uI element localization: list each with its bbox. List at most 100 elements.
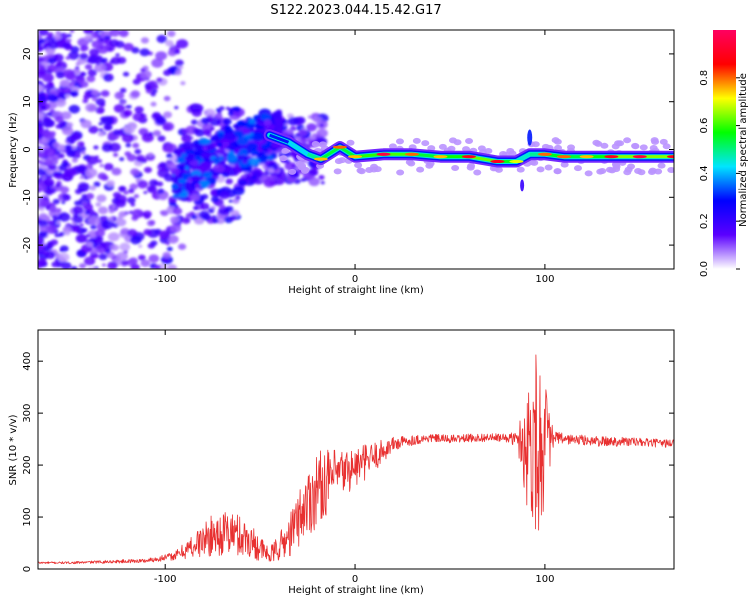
y-tick-label: 200: [22, 456, 33, 475]
spectrogram-noise-blob: [75, 229, 81, 234]
spectrogram-halo-blob: [281, 147, 290, 154]
spectrogram-noise-blob: [106, 180, 115, 187]
spectrogram-noise-blob: [38, 168, 45, 176]
spectrogram-noise-blob: [85, 234, 91, 238]
spectrogram-noise-blob: [152, 130, 162, 137]
spectrogram-noise-blob: [66, 38, 72, 43]
spectrogram-noise-blob: [62, 159, 68, 164]
spectrogram-cluster-blob: [181, 153, 188, 158]
spectrogram-noise-blob: [154, 264, 161, 269]
spectrogram-noise-blob: [77, 182, 90, 192]
spectrogram-halo-blob: [466, 164, 475, 171]
spectrogram-noise-blob: [85, 193, 95, 200]
spectrogram-ridge-peak: [604, 155, 619, 159]
spectrogram-noise-blob: [192, 190, 197, 195]
spectrogram-noise-blob: [112, 191, 121, 199]
spectrogram-noise-blob: [125, 143, 132, 148]
spectrogram-noise-blob: [207, 208, 215, 214]
colorbar-label: Normalized spectral amplitude: [738, 73, 749, 227]
spectrogram-halo-blob: [623, 137, 632, 144]
spectrogram-halo-blob: [338, 157, 347, 164]
spectrogram-noise-blob: [190, 214, 198, 220]
spectrogram-cluster-blob: [178, 166, 185, 171]
spectrogram-ridge-peak: [579, 155, 594, 159]
spectrogram-cluster-blob: [182, 141, 195, 151]
spectrogram-noise-blob: [286, 128, 294, 134]
spectrogram-noise-blob: [152, 88, 158, 94]
spectrogram-halo-blob: [346, 139, 355, 146]
spectrogram-noise-blob: [316, 128, 328, 138]
spectrogram-noise-blob: [47, 32, 54, 38]
snr-background: [38, 330, 674, 569]
spectrogram-noise-blob: [75, 66, 80, 70]
spectrogram-noise-blob: [81, 194, 88, 199]
spectrogram-noise-blob: [210, 196, 220, 203]
spectrogram-cluster-blob: [222, 141, 230, 147]
spectrogram-noise-blob: [52, 34, 62, 41]
spectrogram-noise-blob: [99, 116, 108, 123]
spectrogram-halo-blob: [573, 165, 582, 172]
spectrogram-halo-blob: [395, 138, 404, 145]
spectrogram-noise-blob: [99, 37, 105, 42]
spectrogram-halo-blob: [560, 161, 569, 168]
spectrogram-noise-blob: [66, 122, 74, 128]
spectrogram-noise-blob: [95, 106, 105, 114]
x-tick-label: 0: [352, 574, 358, 585]
spectrogram-halo-blob: [654, 168, 663, 175]
spectrogram-halo-blob: [462, 146, 471, 153]
spectrogram-noise-blob: [50, 131, 56, 136]
spectrogram-noise-blob: [54, 115, 64, 123]
spectrogram-halo-blob: [530, 159, 539, 166]
spectrogram-halo-blob: [667, 167, 674, 174]
spectrogram-cluster-blob: [219, 159, 226, 165]
spectrogram-noise-blob: [64, 230, 71, 236]
spectrogram-noise-blob: [140, 113, 145, 117]
spectrogram-noise-blob: [98, 122, 103, 126]
spectrogram-noise-blob: [95, 98, 106, 106]
spectrogram-noise-blob: [74, 200, 81, 206]
x-tick-label: 100: [535, 274, 554, 285]
spectrogram-ridge-peak: [490, 159, 505, 164]
spectrogram-noise-blob: [97, 172, 107, 180]
spectrogram-noise-blob: [70, 266, 78, 269]
spectrogram-noise-blob: [39, 198, 50, 207]
spectrogram-halo-blob: [662, 143, 671, 150]
spectrogram-noise-blob: [300, 177, 306, 182]
spectrogram-noise-blob: [190, 194, 200, 202]
colorbar-tick-label: 0.2: [699, 213, 710, 229]
spectrogram-noise-blob: [123, 42, 134, 52]
colorbar-gradient: [713, 30, 736, 269]
spectrogram-noise-blob: [298, 129, 308, 137]
spectrogram-noise-blob: [287, 117, 299, 126]
spectrogram-noise-blob: [200, 117, 210, 125]
spectrogram-ridge-peak: [509, 159, 524, 164]
spectrogram-noise-blob: [90, 224, 97, 230]
spectrogram-noise-blob: [62, 226, 72, 234]
spectrogram-noise-blob: [89, 48, 100, 57]
spectrogram-ridge-peak: [405, 152, 420, 156]
spectrogram-halo-blob: [473, 169, 482, 176]
spectrogram-cluster-blob: [225, 132, 237, 141]
spectrogram-halo-blob: [584, 170, 593, 177]
x-tick-label: 100: [535, 574, 554, 585]
spectrogram-noise-blob: [137, 180, 149, 189]
spectrogram-noise-blob: [167, 234, 179, 244]
spectrogram-noise-blob: [185, 213, 192, 218]
spectrogram-noise-blob: [109, 30, 121, 37]
spectrogram-ridge-segment: [287, 141, 309, 156]
spectrogram-noise-blob: [38, 212, 48, 221]
spectrogram-noise-blob: [96, 55, 103, 61]
spectrogram-noise-blob: [100, 90, 110, 97]
spectrogram-halo-blob: [531, 141, 540, 148]
spectrogram-noise-blob: [38, 30, 49, 36]
spectrogram-cluster-blob: [170, 167, 180, 175]
spectrogram-cluster-blob: [248, 157, 261, 166]
spectrogram-noise-blob: [199, 202, 210, 211]
spectrogram-noise-blob: [232, 186, 245, 196]
spectrogram-noise-blob: [64, 144, 73, 151]
spectrogram-noise-blob: [107, 261, 118, 269]
spectrogram-noise-blob: [166, 161, 177, 170]
spectrogram-noise-blob: [38, 242, 45, 251]
spectrogram-halo-blob: [551, 137, 560, 144]
spectrogram-noise-blob: [141, 132, 154, 143]
